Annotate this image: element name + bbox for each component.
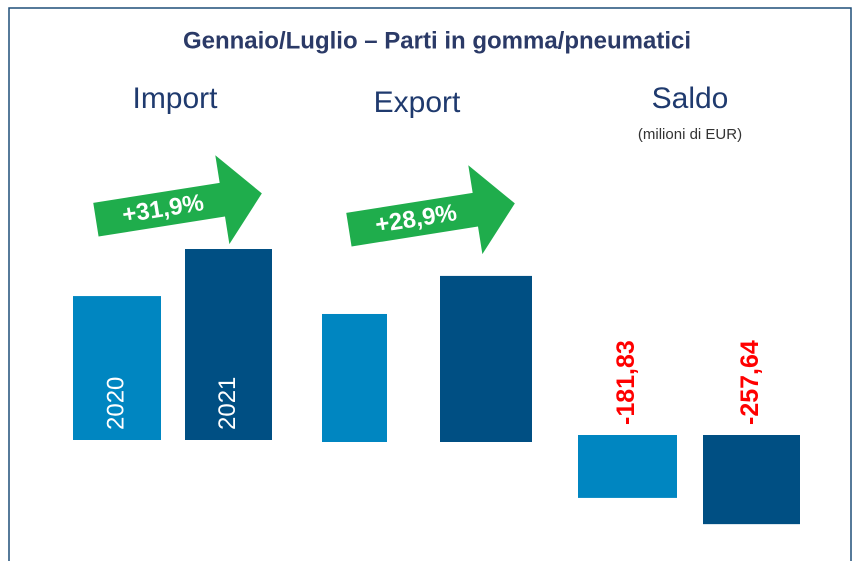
panel-subtitle: (milioni di EUR) bbox=[638, 126, 742, 143]
panel-title: Export bbox=[374, 86, 461, 119]
arrow-shape bbox=[346, 165, 515, 255]
growth-arrow: +31,9% bbox=[93, 155, 262, 245]
arrow-shape bbox=[93, 155, 262, 245]
bar bbox=[73, 296, 161, 440]
bar bbox=[578, 435, 677, 498]
value-label: -181,83 bbox=[612, 340, 640, 425]
bar bbox=[703, 435, 800, 525]
bar bbox=[185, 249, 272, 440]
panel-title: Import bbox=[132, 82, 218, 115]
frame bbox=[8, 7, 852, 561]
panel-title: Saldo bbox=[652, 82, 729, 115]
value-label: -257,64 bbox=[736, 340, 764, 425]
category-label: 2021 bbox=[214, 377, 241, 430]
growth-arrow: +28,9% bbox=[346, 165, 515, 255]
bar bbox=[322, 313, 387, 442]
main-title: Gennaio/Luglio – Parti in gomma/pneumati… bbox=[183, 27, 691, 54]
category-label: 2020 bbox=[102, 377, 129, 430]
bar bbox=[440, 275, 532, 442]
